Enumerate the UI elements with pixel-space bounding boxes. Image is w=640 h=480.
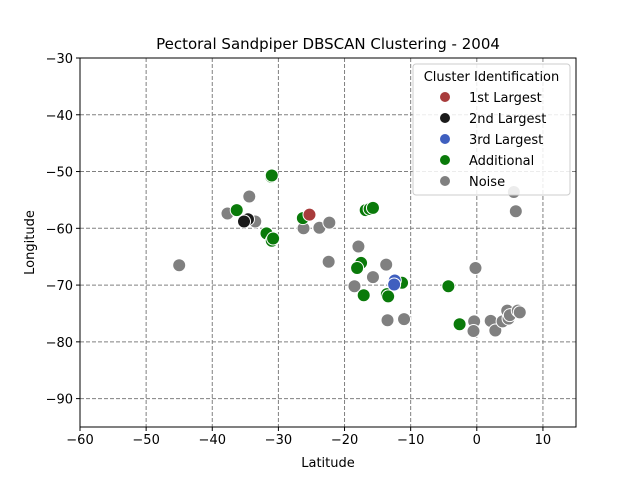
data-point-noise	[512, 305, 527, 320]
data-point-3rd-largest	[387, 277, 402, 292]
y-tick-label: −50	[46, 166, 73, 181]
data-point-noise	[379, 257, 394, 272]
data-point-noise	[347, 279, 362, 294]
y-tick-label: −90	[46, 393, 73, 408]
data-point-additional	[350, 261, 365, 276]
data-point-noise	[321, 254, 336, 269]
data-point-additional	[229, 203, 244, 218]
data-point-noise	[172, 258, 187, 273]
legend-marker-1st-largest	[439, 91, 451, 103]
data-point-additional	[452, 317, 467, 332]
legend-box	[412, 63, 571, 196]
y-axis-title: Longitude	[23, 210, 38, 275]
legend-marker-noise	[439, 175, 451, 187]
x-tick-label: −10	[397, 433, 424, 448]
data-points	[172, 168, 527, 339]
x-tick-label: 0	[473, 433, 481, 448]
data-point-additional	[264, 168, 279, 183]
data-point-noise	[380, 313, 395, 328]
plot-frame	[79, 57, 577, 428]
data-point-noise	[488, 323, 503, 338]
x-tick-label: −60	[66, 433, 93, 448]
legend-marker-3rd-largest	[439, 133, 451, 145]
data-point-noise	[322, 215, 337, 230]
legend-label-additional: Additional	[469, 154, 534, 169]
x-tick-label: −50	[132, 433, 159, 448]
data-point-1st-largest	[302, 207, 317, 222]
data-point-noise	[468, 261, 483, 276]
data-point-noise	[397, 312, 412, 327]
y-tick-label: −30	[46, 52, 73, 67]
legend-label-2nd-largest: 2nd Largest	[469, 112, 546, 127]
data-point-noise	[365, 270, 380, 285]
data-point-additional	[441, 279, 456, 294]
data-point-noise	[508, 204, 523, 219]
data-point-2nd-largest	[237, 214, 252, 229]
x-tick-label: −30	[265, 433, 292, 448]
legend: Cluster Identification 1st Largest 2nd La…	[412, 63, 571, 196]
y-tick-label: −40	[46, 109, 73, 124]
data-point-additional	[356, 288, 371, 303]
legend-label-1st-largest: 1st Largest	[469, 91, 542, 106]
data-point-noise	[351, 239, 366, 254]
chart-title: Pectoral Sandpiper DBSCAN Clustering - 2…	[156, 35, 500, 53]
legend-label-3rd-largest: 3rd Largest	[469, 133, 543, 148]
y-tick-label: −70	[46, 279, 73, 294]
x-tick-label: 10	[535, 433, 552, 448]
data-point-noise	[242, 189, 257, 204]
legend-label-noise: Noise	[469, 175, 505, 190]
x-tick-label: −40	[199, 433, 226, 448]
data-point-noise	[466, 324, 481, 339]
legend-marker-additional	[439, 154, 451, 166]
legend-title: Cluster Identification	[424, 70, 560, 85]
x-axis-title: Latitude	[301, 456, 355, 471]
y-tick-label: −60	[46, 222, 73, 237]
data-point-additional	[365, 200, 380, 215]
y-tick-label: −80	[46, 336, 73, 351]
x-tick-label: −20	[331, 433, 358, 448]
axis-ticks: −60 −50 −40 −30 −20 −10 0 10 −90 −80 −70 −60 −50 −40 −…	[46, 52, 552, 448]
grid-lines	[79, 57, 576, 427]
data-point-additional	[381, 289, 396, 304]
legend-marker-2nd-largest	[439, 112, 451, 124]
data-point-additional	[266, 231, 281, 246]
